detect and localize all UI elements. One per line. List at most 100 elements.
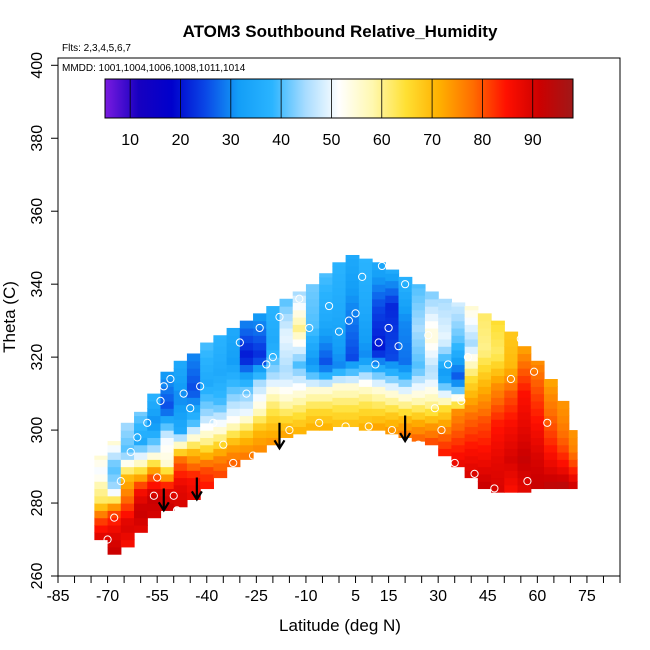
field-cell — [107, 546, 122, 555]
colorbar-tick-label: 80 — [474, 132, 492, 149]
field-cell — [186, 462, 201, 471]
field-cell — [491, 368, 505, 376]
field-cell — [424, 335, 439, 344]
field-cell — [491, 320, 505, 325]
field-cell — [173, 433, 188, 442]
field-cell — [424, 342, 439, 351]
field-cell — [305, 306, 320, 314]
colorbar-tick-label: 20 — [172, 132, 190, 149]
field-cell — [186, 375, 201, 384]
field-cell — [292, 291, 307, 296]
field-cell — [358, 408, 373, 417]
field-cell — [160, 437, 175, 446]
field-cell — [517, 426, 532, 435]
field-cell — [253, 415, 267, 424]
field-cell — [385, 280, 400, 289]
field-cell — [491, 441, 505, 449]
field-cell — [279, 327, 294, 336]
field-cell — [266, 393, 281, 402]
observation-point — [242, 389, 251, 398]
field-cell — [186, 382, 201, 391]
field-cell — [345, 254, 360, 260]
field-cell — [332, 346, 347, 355]
field-cell — [173, 360, 188, 369]
field-cell — [239, 408, 254, 417]
field-cell — [464, 389, 479, 398]
field-cell — [319, 349, 333, 358]
field-cell — [543, 379, 558, 387]
observation-point — [255, 323, 264, 333]
field-cell — [120, 473, 135, 482]
field-cell — [213, 353, 228, 362]
chart-title: ATOM3 Southbound Relative_Humidity — [183, 22, 498, 41]
field-cell — [332, 397, 347, 406]
x-tick-label: -70 — [96, 588, 119, 605]
field-cell — [358, 258, 373, 263]
field-cell — [543, 415, 558, 424]
field-cell — [424, 430, 439, 438]
field-cell — [345, 338, 360, 347]
field-cell — [200, 437, 214, 446]
observation-point — [179, 389, 188, 398]
field-cell — [147, 393, 162, 402]
field-cell — [305, 320, 320, 329]
field-cell — [107, 451, 122, 460]
field-cell — [332, 302, 347, 311]
field-cell — [319, 342, 333, 351]
field-cell — [266, 320, 281, 329]
field-cell — [332, 317, 347, 325]
field-cell — [491, 324, 505, 333]
field-cell — [424, 400, 439, 409]
field-cell — [239, 444, 254, 453]
field-cell — [568, 430, 578, 438]
field-cell — [173, 455, 188, 464]
field-cell — [451, 327, 466, 336]
field-cell — [160, 451, 175, 460]
observation-point — [341, 422, 350, 431]
field-cell — [557, 444, 570, 453]
observation-point — [315, 418, 324, 427]
field-cell — [530, 473, 545, 482]
field-cell — [358, 313, 373, 322]
field-cell — [451, 430, 466, 438]
observation-point — [116, 477, 125, 486]
field-cell — [517, 346, 532, 355]
field-cell — [358, 357, 373, 366]
field-cell — [319, 422, 333, 431]
field-cell — [477, 466, 492, 475]
field-cell — [345, 404, 360, 413]
observation-point — [305, 323, 314, 333]
field-cell — [568, 444, 578, 453]
field-cell — [372, 379, 386, 387]
field-cell — [253, 444, 267, 453]
observation-point — [480, 298, 489, 307]
field-cell — [398, 298, 413, 307]
field-cell — [200, 408, 214, 417]
field-cell — [530, 415, 545, 424]
field-cell — [372, 320, 386, 329]
field-cell — [239, 379, 254, 387]
field-cell — [477, 437, 492, 446]
field-cell — [451, 357, 466, 366]
field-cell — [319, 393, 333, 402]
field-cell — [319, 371, 333, 380]
field-cell — [438, 433, 452, 442]
observation-point — [506, 374, 516, 384]
field-cell — [504, 331, 519, 340]
field-cell — [173, 470, 188, 479]
field-cell — [332, 389, 347, 398]
observation-point — [153, 473, 162, 482]
field-cell — [424, 386, 439, 395]
x-tick-label: -55 — [146, 588, 169, 605]
field-cell — [160, 466, 175, 475]
x-tick-label: 75 — [578, 588, 596, 605]
field-cell — [292, 426, 307, 435]
observation-point — [229, 458, 238, 468]
field-cell — [186, 477, 201, 486]
field-cell — [385, 389, 400, 398]
field-cell — [491, 448, 505, 457]
field-cell — [266, 415, 281, 424]
field-cell — [292, 404, 307, 413]
field-cell — [226, 349, 241, 358]
field-cell — [319, 408, 333, 417]
